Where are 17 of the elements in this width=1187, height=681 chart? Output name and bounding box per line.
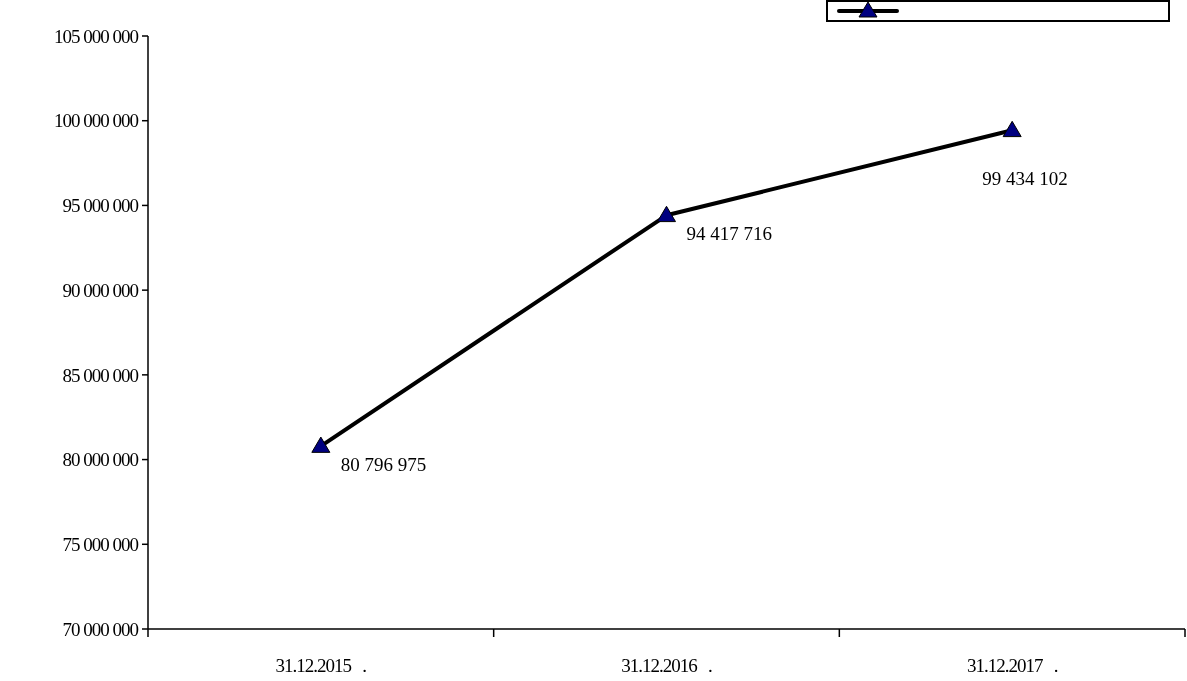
- y-tick-label: 100 000 000: [54, 110, 139, 132]
- y-tick-label: 80 000 000: [62, 449, 139, 471]
- data-label: 94 417 716: [686, 223, 772, 245]
- y-tick-label: 90 000 000: [62, 279, 139, 301]
- point: [1002, 120, 1022, 138]
- x-tick-label: 31.12.2017 .: [966, 655, 1058, 676]
- x-tick-label: 31.12.2015 .: [275, 655, 367, 676]
- data-label: 99 434 102: [982, 168, 1068, 190]
- point: [657, 205, 676, 223]
- point: [311, 436, 331, 453]
- y-tick-label: 95 000 000: [62, 195, 139, 217]
- y-tick-label: 75 000 000: [62, 533, 139, 555]
- y-tick-label: 85 000 000: [62, 364, 139, 386]
- y-tick-label: 105 000 000: [54, 25, 139, 47]
- x-tick-label: 31.12.2016 .: [621, 655, 712, 676]
- y-tick-label: 70 000 000: [62, 618, 139, 640]
- data-label: 80 796 975: [340, 454, 427, 476]
